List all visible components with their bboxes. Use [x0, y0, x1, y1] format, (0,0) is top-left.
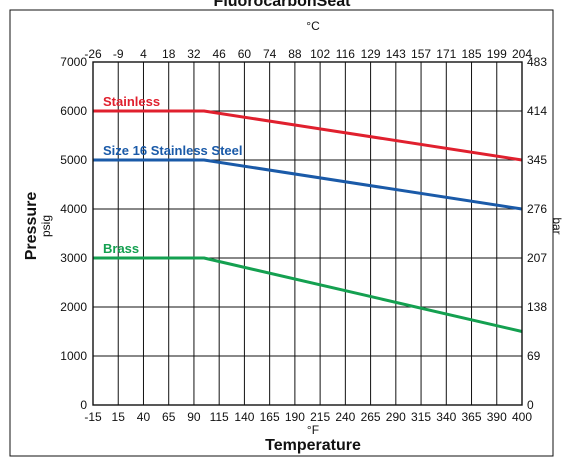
y-tick-label-right: 0	[527, 398, 534, 412]
x-tick-label-bottom: 290	[386, 410, 406, 424]
x-tick-label-top: 171	[436, 47, 456, 61]
y-tick-label-left: 5000	[60, 153, 87, 167]
x-tick-label-top: 116	[336, 47, 355, 61]
x-axis-title: Temperature	[265, 437, 361, 454]
y-axis-title: Pressure	[23, 192, 40, 261]
x-tick-label-top: 143	[386, 47, 406, 61]
x-tick-label-bottom: 265	[361, 410, 381, 424]
x-tick-label-top: 4	[140, 47, 147, 61]
series-line-0	[93, 109, 523, 162]
x-tick-label-bottom: -15	[84, 410, 102, 424]
x-tick-label-top: 46	[212, 47, 226, 61]
series-line-2	[93, 256, 523, 333]
tick-layer: -15 15 40 65 90 115 140 165 190 215 240 265 290 315 34…	[60, 47, 547, 424]
y-tick-label-left: 1000	[60, 349, 87, 363]
x-tick-label-bottom: 365	[462, 410, 482, 424]
y-tick-label-left: 3000	[60, 251, 87, 265]
y-tick-label-right: 207	[527, 251, 547, 265]
y-tick-label-left: 6000	[60, 104, 87, 118]
series-label-1: Size 16 Stainless Steel	[103, 143, 242, 158]
series-line-1	[93, 158, 523, 211]
x-tick-label-bottom: 190	[285, 410, 305, 424]
x-tick-label-top: 88	[288, 47, 302, 61]
grid-layer	[93, 62, 522, 405]
x-tick-label-bottom: 390	[487, 410, 507, 424]
bottom-axis-unit: °F	[307, 423, 319, 437]
x-tick-label-bottom: 340	[436, 410, 456, 424]
y-tick-label-left: 7000	[60, 55, 87, 69]
y-tick-label-right: 345	[527, 153, 547, 167]
y-tick-label-right: 414	[527, 104, 547, 118]
plot-frame	[92, 61, 523, 406]
y-tick-label-left: 0	[80, 398, 87, 412]
x-tick-label-bottom: 140	[234, 410, 254, 424]
y-tick-label-right: 69	[527, 349, 541, 363]
x-tick-label-bottom: 115	[210, 410, 229, 424]
x-tick-label-bottom: 400	[512, 410, 532, 424]
x-tick-label-top: 18	[162, 47, 176, 61]
x-tick-label-top: 199	[487, 47, 507, 61]
y-tick-label-left: 4000	[60, 202, 87, 216]
y-tick-label-right: 276	[527, 202, 547, 216]
x-tick-label-top: 102	[310, 47, 330, 61]
x-tick-label-top: 60	[238, 47, 252, 61]
y-tick-label-left: 2000	[60, 300, 87, 314]
x-tick-label-top: 129	[361, 47, 381, 61]
x-tick-label-bottom: 40	[137, 410, 151, 424]
x-tick-label-top: 157	[411, 47, 431, 61]
x-tick-label-top: -26	[84, 47, 102, 61]
top-axis-unit: °C	[306, 19, 320, 33]
x-tick-label-bottom: 215	[310, 410, 330, 424]
figure-frame	[9, 9, 554, 457]
x-tick-label-bottom: 90	[187, 410, 201, 424]
series-label-0: Stainless	[103, 94, 160, 109]
y-axis-unit-left: psig	[39, 215, 53, 237]
x-tick-label-bottom: 15	[112, 410, 126, 424]
x-tick-label-top: 185	[462, 47, 482, 61]
x-tick-label-bottom: 315	[411, 410, 431, 424]
x-tick-label-bottom: 240	[335, 410, 355, 424]
x-tick-label-bottom: 165	[260, 410, 280, 424]
series-label-2: Brass	[103, 241, 139, 256]
x-tick-label-top: 32	[187, 47, 201, 61]
x-tick-label-top: -9	[113, 47, 124, 61]
y-tick-label-right: 483	[527, 55, 547, 69]
x-tick-label-bottom: 65	[162, 410, 176, 424]
x-tick-label-top: 74	[263, 47, 277, 61]
y-tick-label-right: 138	[527, 300, 547, 314]
x-tick-label-top: 204	[512, 47, 532, 61]
chart-title: FluorocarbonSeat	[214, 0, 352, 10]
series-layer: Stainless Size 16 Stainless Steel Brass	[93, 94, 523, 333]
y-axis-unit-right: bar	[550, 217, 564, 234]
